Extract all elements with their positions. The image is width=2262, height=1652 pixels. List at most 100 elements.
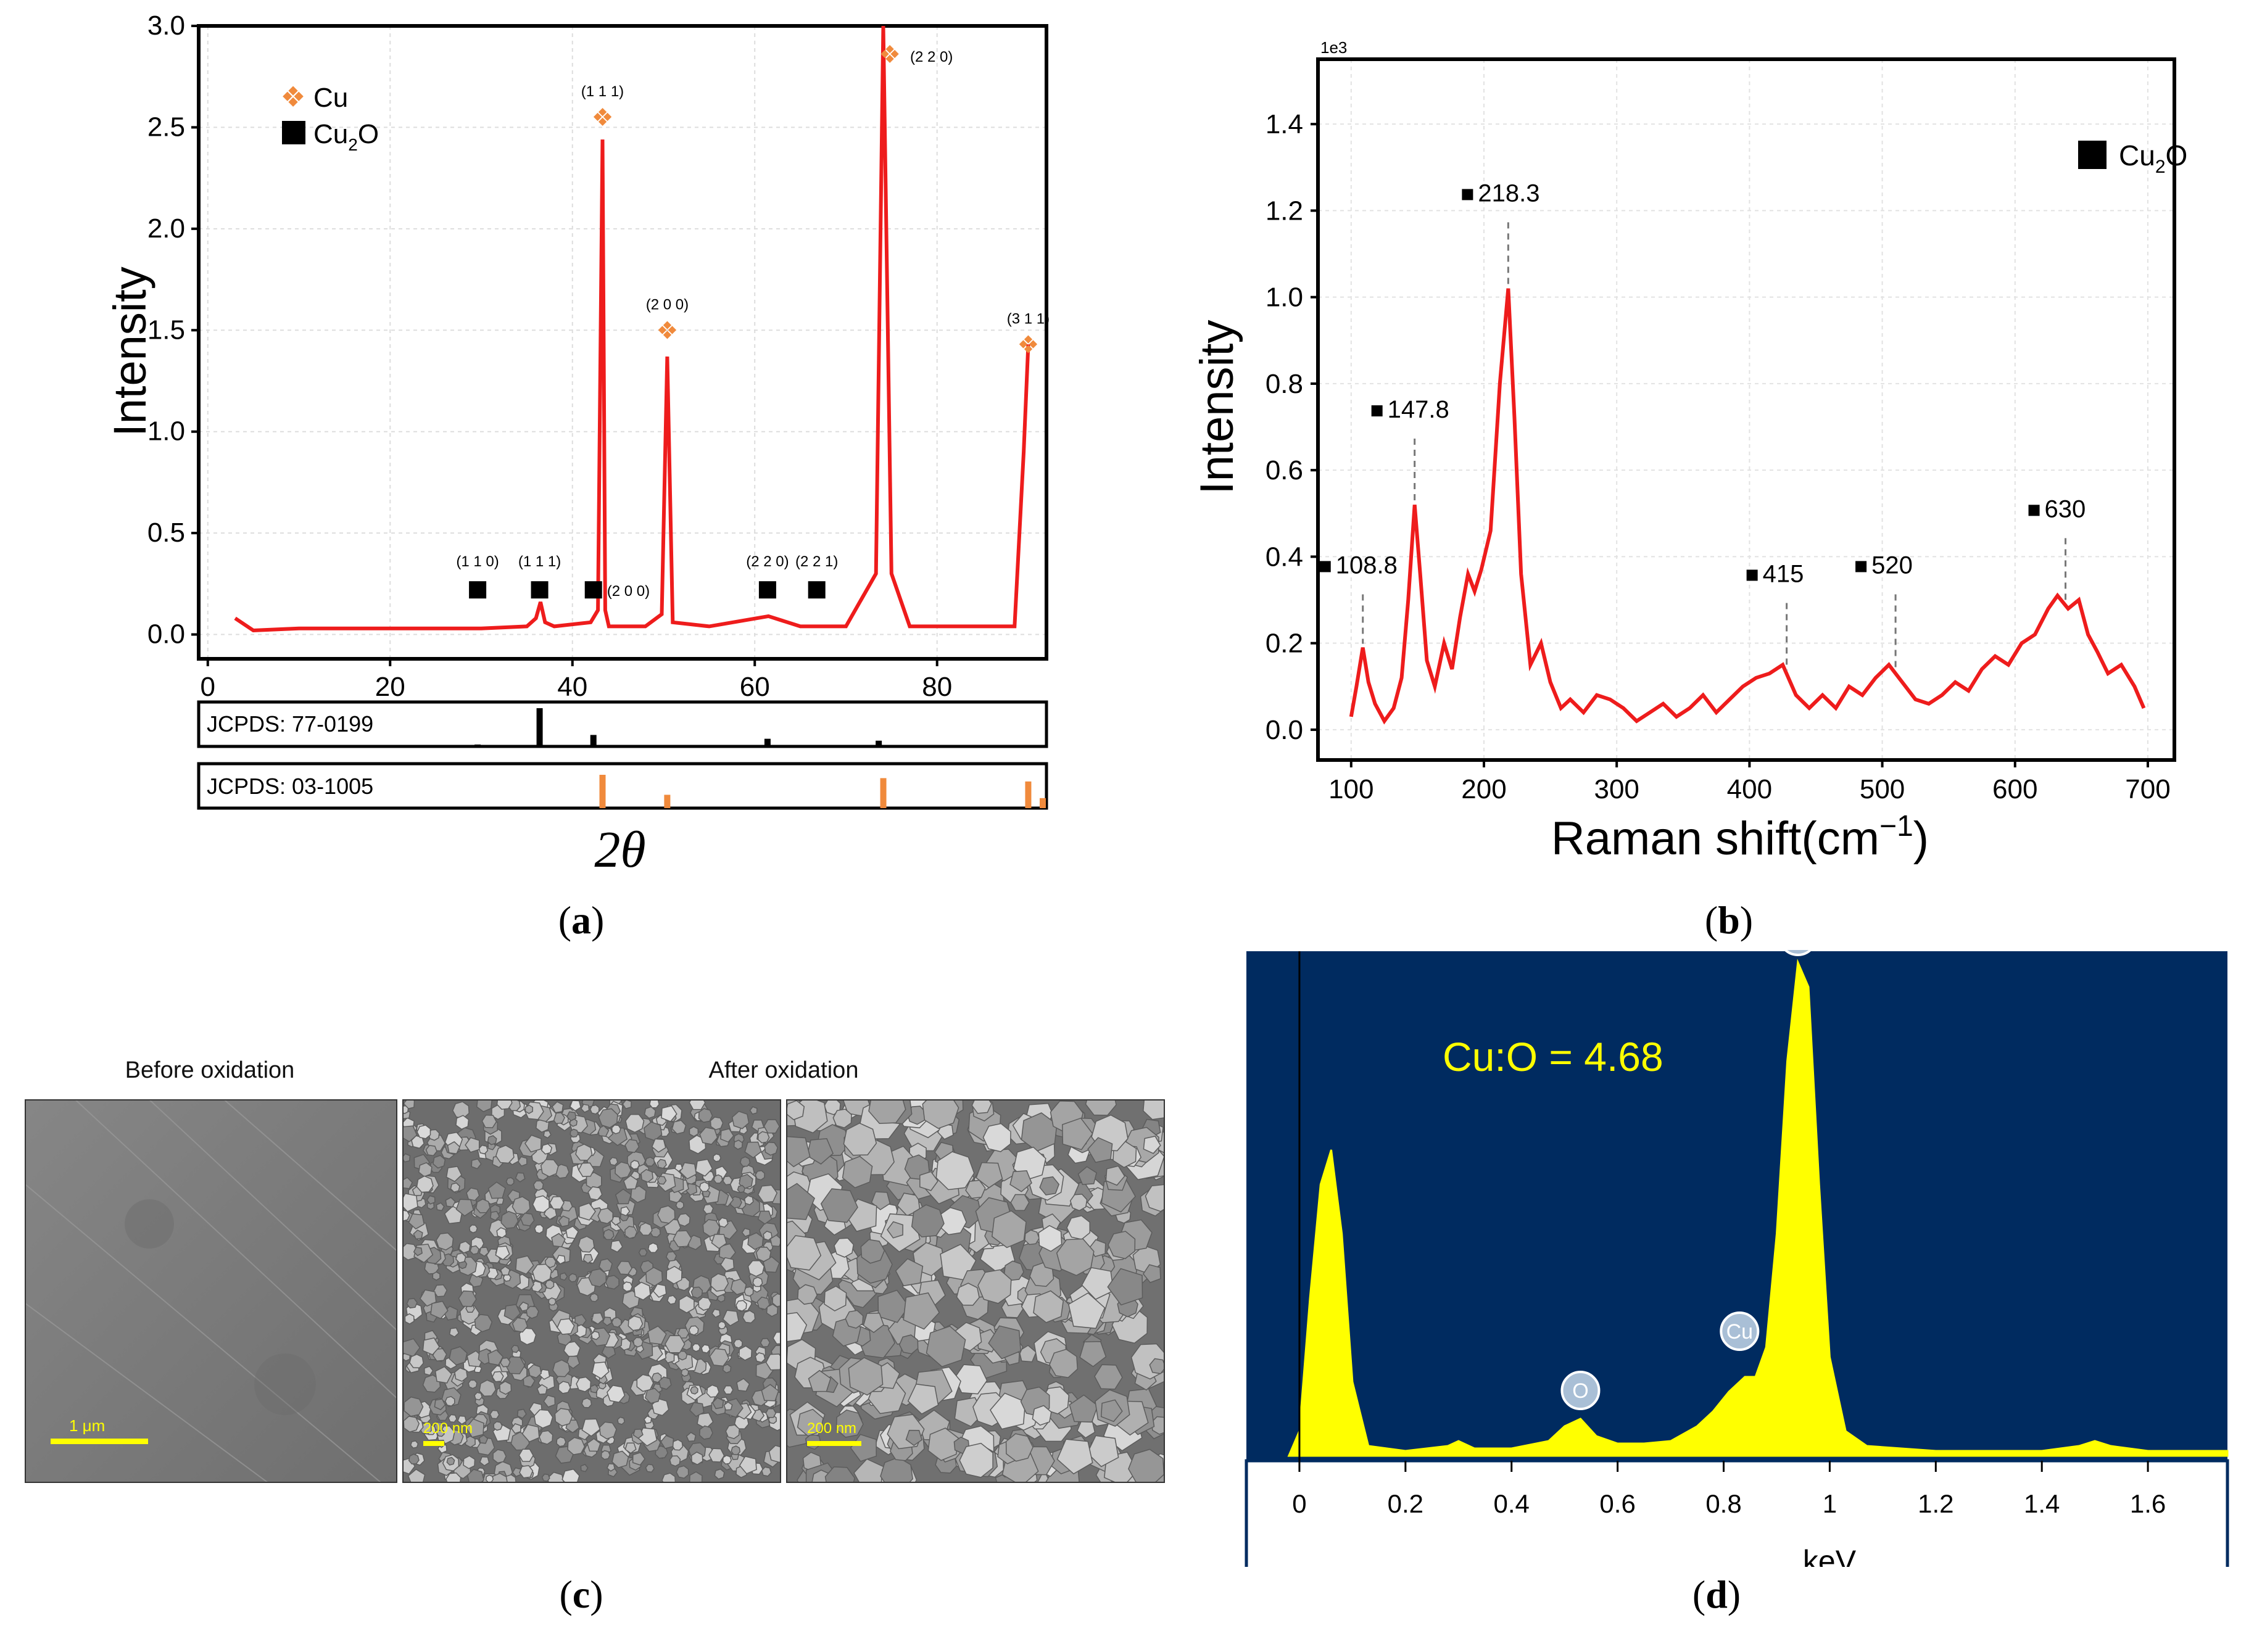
sem-grain	[589, 1293, 599, 1302]
sem-grain	[895, 1258, 924, 1287]
sem-grain	[511, 1423, 521, 1434]
sem-grain	[447, 1141, 461, 1155]
sem-grain	[880, 1456, 913, 1482]
sem-grain	[722, 1455, 732, 1464]
sem-grain	[413, 1229, 423, 1240]
raman-y-tick-label: 0.0	[1266, 715, 1303, 745]
sem-grain	[478, 1144, 489, 1155]
sem-grain	[709, 1348, 729, 1367]
raman-peak-marker	[1855, 561, 1867, 572]
raman-x-tick-label: 100	[1328, 774, 1373, 804]
sem-before-texture	[26, 1101, 396, 1482]
sem-grain	[702, 1204, 714, 1215]
sem-grain	[479, 1247, 489, 1257]
sem-grain	[640, 1168, 653, 1183]
sem-grain	[1151, 1416, 1164, 1435]
sem-grain	[599, 1258, 613, 1273]
cu2o-peak-marker	[531, 581, 549, 599]
sem-grain	[644, 1387, 661, 1404]
sem-grain	[433, 1284, 448, 1297]
sem-grain	[622, 1281, 633, 1292]
sem-grain	[698, 1297, 712, 1311]
raman-y-tick-label: 1.4	[1266, 109, 1303, 139]
panel-c-sem: Before oxidation After oxidation 1 μm 20…	[0, 1049, 1209, 1652]
scale-label-1um: 1 μm	[69, 1416, 106, 1435]
sem-grain	[408, 1453, 420, 1464]
sem-grain	[404, 1153, 411, 1163]
sem-grain	[1069, 1394, 1098, 1423]
sem-grain	[905, 1429, 923, 1447]
sem-grain	[449, 1346, 468, 1366]
sem-grain	[651, 1372, 662, 1383]
sem-grain	[597, 1125, 610, 1138]
xrd-y-tick-label: 0.0	[147, 619, 185, 650]
sem-grain	[623, 1175, 639, 1190]
sem-grain	[475, 1198, 491, 1213]
sem-grain	[624, 1139, 640, 1154]
cu-peak-marker: ❖	[879, 41, 901, 68]
eds-x-tick-label: 0.8	[1705, 1489, 1741, 1518]
sem-grain	[496, 1227, 507, 1239]
sem-grain	[907, 1383, 939, 1415]
sem-grain	[824, 1286, 847, 1311]
sem-grain	[711, 1234, 727, 1249]
sem-grain	[764, 1141, 779, 1156]
sem-grain	[636, 1374, 654, 1392]
sem-grain	[744, 1141, 762, 1158]
sem-grain	[674, 1163, 683, 1172]
sem-grain	[549, 1196, 565, 1210]
sem-grain	[1024, 1229, 1040, 1245]
eds-x-tick-label: 1	[1823, 1489, 1837, 1518]
sem-grain	[699, 1181, 710, 1192]
sem-grain	[769, 1234, 780, 1247]
sem-grain	[731, 1110, 750, 1130]
ref-strip-77-0199	[197, 700, 1048, 748]
sem-grain	[699, 1425, 713, 1440]
sem-grain	[540, 1159, 559, 1178]
xrd-y-tick-label: 2.0	[147, 213, 185, 244]
sem-grain	[1145, 1184, 1164, 1212]
sem-grain	[956, 1282, 980, 1306]
sem-grain	[860, 1239, 885, 1264]
raman-x-tick-label: 300	[1594, 774, 1639, 804]
sem-grain	[580, 1464, 589, 1472]
ref-03-1005-bar	[664, 795, 671, 808]
sem-grain	[657, 1176, 667, 1185]
raman-legend-label: Cu2O	[2119, 139, 2187, 177]
panel-a-xrd: 0.0 0.5 1.0 1.5 2.0 2.5 3.0 0 20 40 60 80 ❖ (1 1 1)…	[0, 0, 1123, 962]
sem-grain	[458, 1290, 477, 1307]
sem-grain	[673, 1230, 692, 1247]
raman-peak-label: 147.8	[1388, 396, 1449, 423]
sem-grain	[633, 1281, 651, 1301]
sem-grain	[706, 1384, 720, 1398]
sem-grain	[1005, 1433, 1034, 1462]
sem-grain	[971, 1101, 992, 1114]
sem-grain	[1107, 1268, 1143, 1306]
sem-grain	[710, 1273, 729, 1292]
sem-grain	[645, 1266, 663, 1287]
sem-grain	[557, 1318, 575, 1335]
sem-grain	[485, 1474, 494, 1482]
ref-label-03-1005: JCPDS: 03-1005	[207, 774, 373, 799]
sem-grain	[689, 1101, 706, 1110]
sem-grain	[1076, 1420, 1096, 1439]
sem-grain	[500, 1210, 519, 1229]
sem-grain	[1087, 1137, 1113, 1163]
sem-grain	[487, 1349, 504, 1366]
sem-grain	[605, 1274, 619, 1290]
sem-grain	[552, 1101, 564, 1113]
sem-grain	[505, 1177, 515, 1186]
sem-grain	[465, 1418, 484, 1438]
sem-grain	[695, 1158, 713, 1177]
sem-grain	[749, 1106, 758, 1115]
sem-grain	[452, 1101, 470, 1119]
sem-grain	[580, 1104, 590, 1113]
sem-grain	[493, 1421, 503, 1431]
sem-grain	[927, 1427, 959, 1461]
sem-grain	[616, 1416, 626, 1425]
sem-grain	[404, 1313, 415, 1325]
sem-grain	[1033, 1290, 1064, 1323]
sem-grain	[988, 1325, 1021, 1360]
sem-grain	[755, 1246, 772, 1262]
